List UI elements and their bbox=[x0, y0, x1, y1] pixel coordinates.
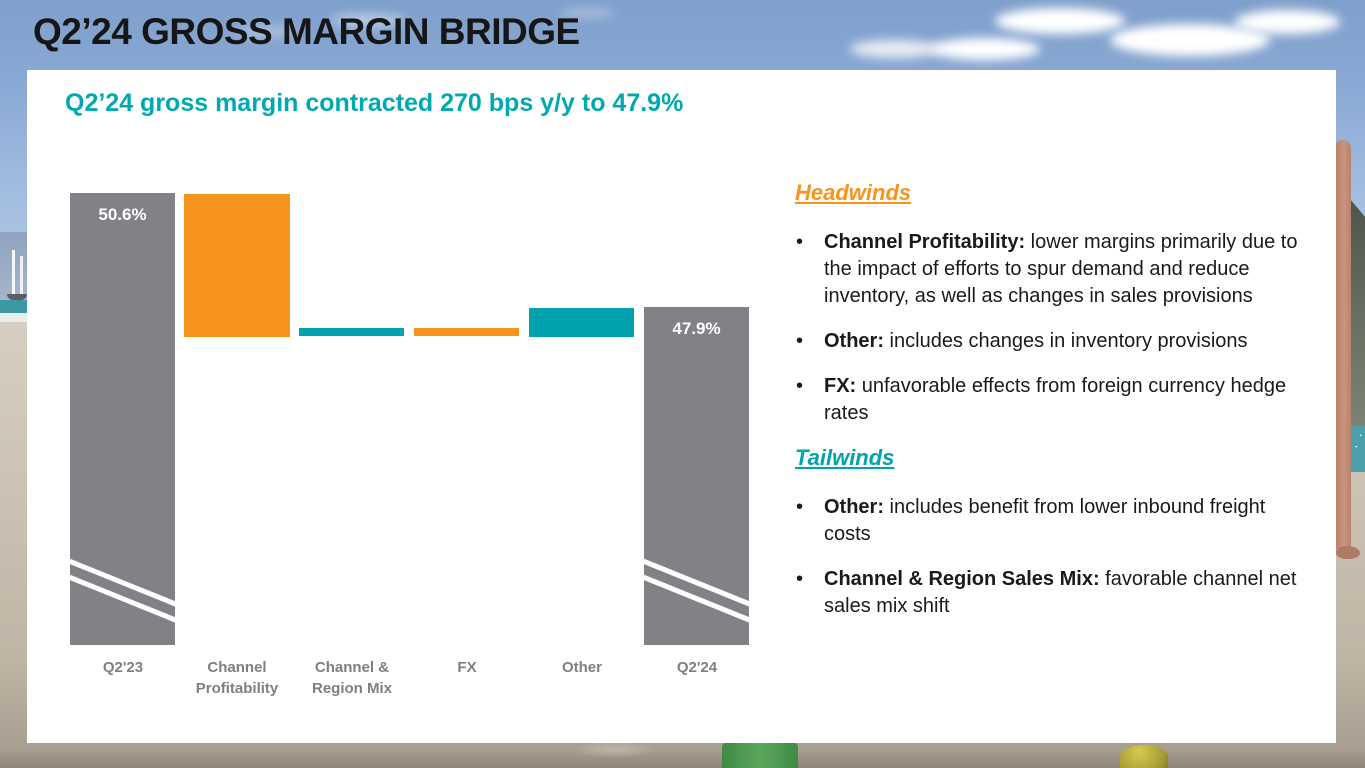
sailboat bbox=[5, 250, 29, 306]
bar-channel-profitability bbox=[184, 194, 290, 337]
bar-value-label: 47.9% bbox=[672, 319, 721, 338]
bullet-lead: FX: bbox=[824, 375, 857, 397]
surf-foam-left bbox=[0, 313, 28, 322]
bullet-text: favorable channel net sales mix shift bbox=[824, 568, 1297, 617]
slide-subtitle: Q2’24 gross margin contracted 270 bps y/… bbox=[65, 89, 684, 117]
axis-label-q2-23: Q2'23 bbox=[102, 659, 144, 676]
boat-hull bbox=[7, 294, 27, 300]
cloud bbox=[235, 26, 295, 37]
bullet-lead: Other: bbox=[824, 496, 884, 518]
sail-icon bbox=[20, 256, 23, 294]
person-leg bbox=[1334, 140, 1351, 552]
cloud bbox=[330, 14, 405, 27]
tailwinds-list: Other: includes benefit from lower inbou… bbox=[795, 494, 1355, 620]
bullet-text: lower margins primarily due to the impac… bbox=[824, 231, 1298, 307]
bar-q2-23: 50.6% bbox=[58, 193, 187, 645]
bar-q2-24: 47.9% bbox=[632, 307, 761, 645]
headwinds-list: Channel Profitability: lower margins pri… bbox=[795, 229, 1355, 427]
person-foot bbox=[1336, 546, 1360, 559]
beach-ball bbox=[1120, 745, 1168, 768]
cloud bbox=[560, 8, 615, 18]
bar-value-label: 50.6% bbox=[98, 205, 147, 224]
bullet-lead: Other: bbox=[824, 330, 884, 352]
axis-label-other: Other bbox=[561, 659, 602, 676]
axis-label-channel-region-mix: Channel & Region Mix bbox=[311, 659, 392, 697]
slide-title: Q2’24 GROSS MARGIN BRIDGE bbox=[33, 11, 580, 52]
list-item: Other: includes changes in inventory pro… bbox=[795, 328, 1303, 355]
bullet-text: includes changes in inventory provisions bbox=[884, 330, 1248, 352]
tailwinds-heading: Tailwinds bbox=[795, 445, 895, 470]
sea-left bbox=[0, 300, 28, 313]
axis-label-q2-24: Q2'24 bbox=[676, 659, 718, 676]
cloud bbox=[995, 8, 1125, 34]
list-item: Channel Profitability: lower margins pri… bbox=[795, 229, 1303, 310]
list-item: Channel & Region Sales Mix: favorable ch… bbox=[795, 566, 1303, 620]
cloud bbox=[930, 38, 1040, 60]
list-item: Other: includes benefit from lower inbou… bbox=[795, 494, 1303, 548]
cloud bbox=[1235, 10, 1340, 34]
cloud bbox=[850, 40, 940, 58]
bullet-text: includes benefit from lower inbound frei… bbox=[824, 496, 1266, 545]
axis-label-fx: FX bbox=[457, 659, 477, 676]
commentary-column: Headwinds Channel Profitability: lower m… bbox=[795, 180, 1355, 638]
bar-fx bbox=[414, 328, 519, 336]
content-panel: Q2’24 gross margin contracted 270 bps y/… bbox=[27, 70, 1336, 743]
bullet-lead: Channel & Region Sales Mix: bbox=[824, 568, 1100, 590]
headwinds-heading: Headwinds bbox=[795, 180, 912, 205]
cloud bbox=[1110, 24, 1270, 56]
bar-channel-region-mix bbox=[299, 328, 404, 336]
bullet-text: unfavorable effects from foreign currenc… bbox=[824, 375, 1287, 424]
bar-other bbox=[529, 308, 634, 337]
green-bottle bbox=[722, 743, 798, 768]
list-item: FX: unfavorable effects from foreign cur… bbox=[795, 373, 1303, 427]
sail-icon bbox=[12, 250, 15, 294]
axis-label-channel-profitability: Channel Profitability bbox=[195, 659, 279, 697]
bullet-lead: Channel Profitability: bbox=[824, 231, 1026, 253]
